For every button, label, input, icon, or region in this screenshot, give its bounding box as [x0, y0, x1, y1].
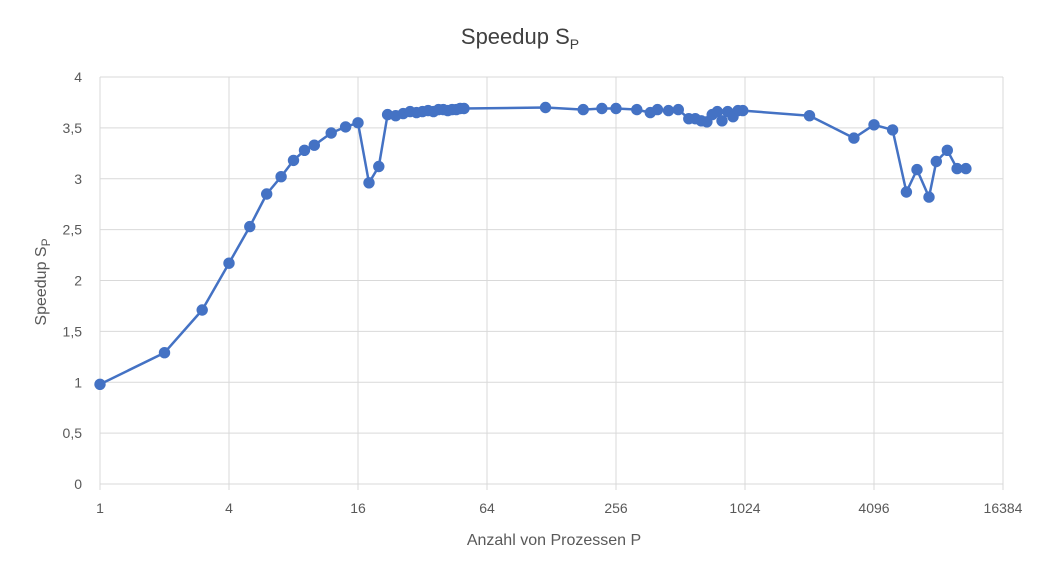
x-tick-label: 1024 [729, 500, 760, 516]
data-point [737, 104, 749, 117]
y-tick-label: 2 [74, 273, 82, 289]
data-point [941, 144, 953, 157]
data-point [244, 220, 256, 233]
data-point [886, 124, 899, 136]
x-axis-title: Anzahl von Prozessen P [467, 532, 641, 549]
y-axis-title-subscript: P [39, 238, 53, 246]
data-point [158, 347, 171, 359]
data-point [672, 103, 684, 116]
data-point [631, 103, 643, 116]
y-tick-label: 1,5 [63, 323, 83, 339]
x-tick-label: 1 [96, 500, 104, 516]
data-point [94, 378, 106, 390]
y-tick-label: 4 [74, 69, 82, 85]
chart-title: Speedup SP [461, 24, 579, 52]
y-axis-title: Speedup SP [33, 238, 53, 325]
data-point [352, 117, 364, 129]
data-point [930, 155, 942, 168]
data-point [803, 110, 816, 122]
y-axis-title-main: Speedup S [33, 246, 50, 325]
data-point [662, 104, 675, 117]
chart-text: Speedup SP Anzahl von Prozessen P Speedu… [33, 24, 641, 549]
y-tick-label: 2,5 [63, 222, 83, 238]
y-tick-label: 1 [74, 374, 82, 390]
x-tick-label: 64 [479, 500, 495, 516]
x-tick-label: 16384 [984, 500, 1023, 516]
data-point [287, 154, 300, 167]
chart-title-main: Speedup S [461, 24, 570, 49]
data-point [911, 163, 923, 176]
y-tick-label: 3 [74, 171, 82, 187]
chart-title-subscript: P [570, 36, 579, 52]
data-point [577, 103, 589, 116]
x-tick-label: 4 [225, 500, 233, 516]
data-point [223, 257, 235, 269]
data-point [339, 121, 352, 133]
data-point [610, 102, 622, 115]
data-point [960, 162, 972, 175]
data-point [651, 103, 664, 116]
data-point [848, 132, 860, 144]
y-tick-label: 0,5 [63, 425, 83, 441]
data-point [363, 177, 375, 189]
data-point [868, 119, 880, 131]
data-point [325, 127, 337, 139]
data-point [596, 102, 608, 115]
data-point [539, 101, 552, 114]
data-point [458, 102, 470, 115]
data-point [923, 191, 935, 203]
data-point [298, 144, 311, 157]
x-tick-label: 4096 [858, 500, 889, 516]
x-tick-label: 16 [350, 500, 366, 516]
grid-lines [99, 76, 1004, 485]
data-point [196, 304, 208, 316]
series-speedup [94, 101, 972, 390]
series-line [98, 106, 968, 386]
data-point [261, 188, 273, 200]
x-tick-label: 256 [604, 500, 628, 516]
data-point [373, 160, 385, 173]
data-point [275, 171, 287, 183]
y-tick-label: 0 [74, 476, 82, 492]
axes: 0 0,5 1 1,5 2 2,5 3 3,5 4 1 4 16 64 256 1024 4096 16384 [63, 69, 1023, 516]
y-tick-label: 3,5 [63, 120, 83, 136]
data-point [716, 115, 728, 127]
data-point [308, 139, 320, 151]
data-point [900, 186, 913, 198]
